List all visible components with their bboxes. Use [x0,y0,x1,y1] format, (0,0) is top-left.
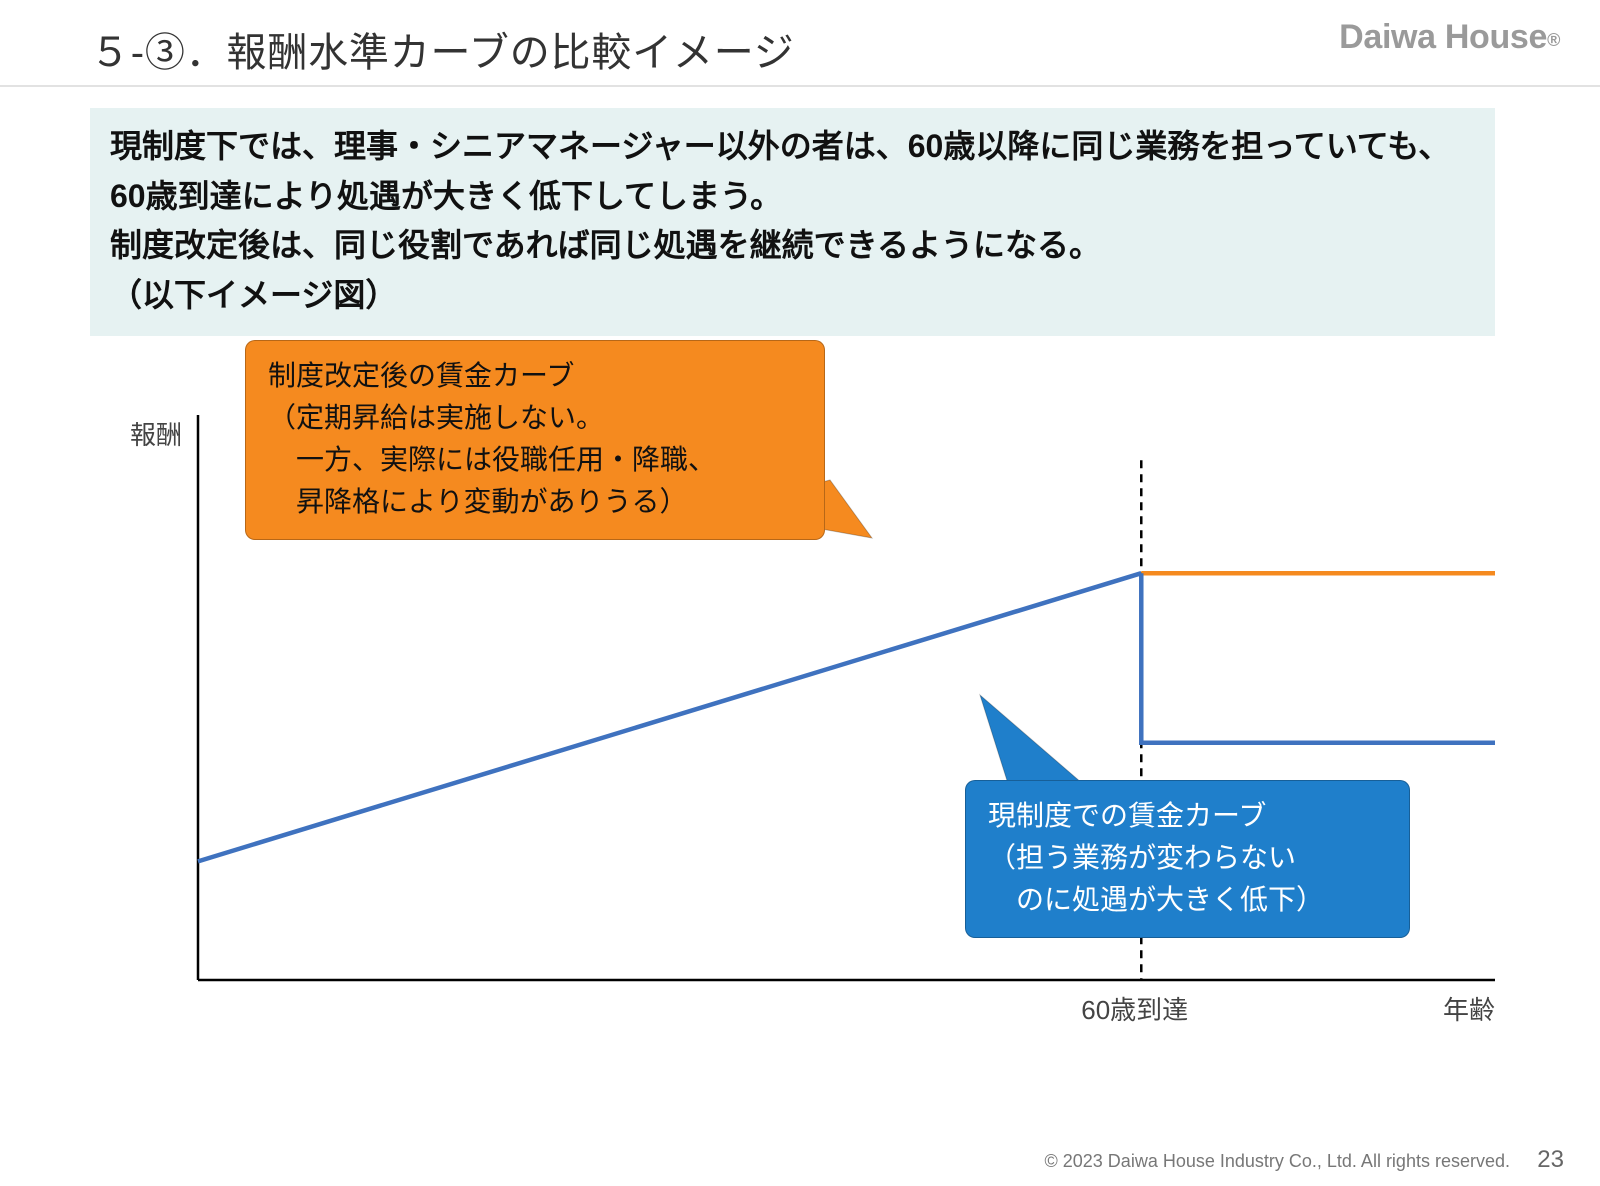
orange-callout-text: 制度改定後の賃金カーブ（定期昇給は実施しない。 一方、実際には役職任用・降職、 … [268,360,716,517]
description-box: 現制度下では、理事・シニアマネージャー以外の者は、60歳以降に同じ業務を担ってい… [90,108,1495,336]
footer-copyright: © 2023 Daiwa House Industry Co., Ltd. Al… [1045,1151,1511,1172]
blue-callout-text: 現制度での賃金カーブ（担う業務が変わらない のに処遇が大きく低下） [988,800,1324,915]
x-tick-60-label: 60歳到達 [1081,990,1188,1027]
brand-name: Daiwa House [1339,18,1547,56]
y-axis-label: 報酬 [130,415,182,452]
orange-callout: 制度改定後の賃金カーブ（定期昇給は実施しない。 一方、実際には役職任用・降職、 … [245,340,825,540]
chart-area: 報酬 年齢 60歳到達 制度改定後の賃金カーブ（定期昇給は実施しない。 一方、実… [90,320,1495,1090]
description-text: 現制度下では、理事・シニアマネージャー以外の者は、60歳以降に同じ業務を担ってい… [110,128,1450,313]
x-axis-label: 年齢 [1443,990,1495,1027]
slide-title: ５-③．報酬水準カーブの比較イメージ [90,20,795,78]
title-underline [0,85,1600,87]
brand-reg: ® [1547,30,1560,50]
blue-callout: 現制度での賃金カーブ（担う業務が変わらない のに処遇が大きく低下） [965,780,1410,938]
brand-logo: Daiwa House® [1339,18,1560,57]
footer-page-number: 23 [1537,1146,1564,1174]
